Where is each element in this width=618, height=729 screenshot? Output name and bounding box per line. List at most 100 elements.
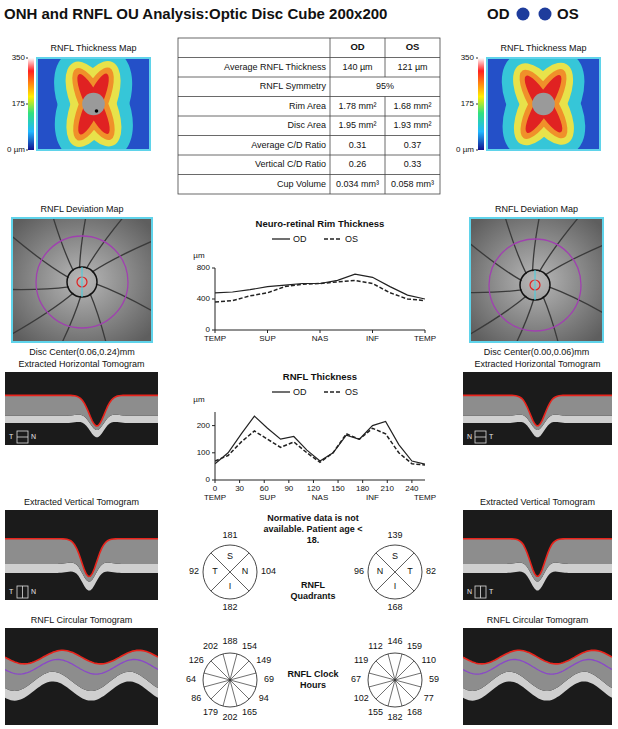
thickness-region xyxy=(73,71,114,138)
sector-letter: N xyxy=(377,566,384,576)
tick-label: 0 xyxy=(213,484,218,493)
panel-title: RNFL Thickness Map xyxy=(500,43,586,53)
orientation-label: N xyxy=(31,433,36,440)
panel-title: Extracted Horizontal Tomogram xyxy=(475,359,601,369)
colorbar-label: 175 xyxy=(12,99,26,108)
tick-label: 100 xyxy=(197,448,211,457)
tick-label: TEMP xyxy=(204,334,226,343)
ilm-line xyxy=(5,539,158,577)
vessel xyxy=(96,284,152,331)
sector-value: 96 xyxy=(354,566,364,576)
y-axis xyxy=(215,412,216,480)
thickness-region xyxy=(512,63,575,145)
x-tick xyxy=(387,480,388,483)
map-frame xyxy=(487,58,600,150)
plot-area xyxy=(215,416,425,465)
clock-value: 86 xyxy=(191,693,201,703)
panel-title: RNFL Circular Tomogram xyxy=(487,615,589,625)
orientation-line xyxy=(480,586,481,598)
region-label: SUP xyxy=(259,493,275,502)
vessel xyxy=(12,218,69,278)
orientation-box xyxy=(475,431,486,443)
colorbar-label: 175 xyxy=(461,99,475,108)
retina-layer xyxy=(5,650,158,691)
column-head: OD xyxy=(350,41,364,52)
thickness-region xyxy=(501,58,586,150)
text-line: Normative data is not xyxy=(267,513,359,523)
ilm-line xyxy=(463,395,612,425)
thickness-image xyxy=(487,58,600,150)
panel-title: RNFL Thickness Map xyxy=(50,43,136,53)
tomogram-background xyxy=(5,628,158,725)
legend-label: OS xyxy=(345,234,358,244)
colorbar-tick xyxy=(26,150,28,151)
text-line: Quadrants xyxy=(290,591,335,601)
vessel xyxy=(12,287,69,290)
clock-value: 188 xyxy=(222,636,237,646)
cell: 0.33 xyxy=(404,159,422,169)
sector-value: 181 xyxy=(222,530,237,540)
table-rule xyxy=(178,174,440,175)
orientation-label: T xyxy=(9,433,14,440)
tick-label: 800 xyxy=(197,263,211,272)
table-rule xyxy=(385,38,386,58)
optic-disc xyxy=(532,93,555,116)
tick-label: 120 xyxy=(307,484,321,493)
vessel xyxy=(470,219,522,281)
sector-value: 82 xyxy=(426,566,436,576)
table-rule xyxy=(178,155,440,156)
tomogram-background xyxy=(5,510,158,600)
sector-value: 104 xyxy=(261,566,276,576)
x-tick xyxy=(239,480,240,483)
tomogram-image xyxy=(5,510,158,600)
note: Normative data is notavailable. Patient … xyxy=(264,513,363,545)
tick-label: 90 xyxy=(284,484,293,493)
sector-value: 182 xyxy=(222,602,237,612)
colorbar-label: 0 µm xyxy=(456,145,474,154)
fundus-background xyxy=(12,218,152,342)
region-label: INF xyxy=(366,493,379,502)
cell: 1.68 mm² xyxy=(393,101,431,111)
legend-swatch xyxy=(272,391,290,392)
scan-line xyxy=(535,270,536,300)
ilm-line xyxy=(463,650,612,664)
series-line xyxy=(215,416,425,464)
vessel xyxy=(470,296,526,342)
orientation-label: N xyxy=(467,588,472,595)
axis-title: µm xyxy=(193,251,205,260)
disc-center: Disc Center(0.00,0.06)mm xyxy=(484,347,590,357)
vessel xyxy=(80,218,97,268)
clock-value: 159 xyxy=(407,641,422,651)
thickness-region xyxy=(511,63,576,144)
region-label: TEMP xyxy=(204,493,226,502)
vessel xyxy=(533,218,550,271)
table-rule xyxy=(178,135,440,136)
sector-letter: T xyxy=(212,566,218,576)
rnfl-boundary xyxy=(463,660,612,675)
text-line: RNFL Clock xyxy=(288,669,340,679)
x-tick xyxy=(425,330,426,333)
text-line: Hours xyxy=(300,680,326,690)
map-frame xyxy=(37,58,150,150)
tick-label: INF xyxy=(366,334,379,343)
sector-letter: T xyxy=(407,566,413,576)
tick-label: NAS xyxy=(312,334,328,343)
clock-divider xyxy=(223,654,237,706)
cell: 95% xyxy=(376,81,394,91)
sector-letter: I xyxy=(229,581,232,591)
x-tick xyxy=(362,480,363,483)
cell: 0.37 xyxy=(404,140,422,150)
table-rule xyxy=(178,77,440,78)
retina-layer xyxy=(463,395,612,430)
orientation-label: T xyxy=(9,588,14,595)
text-line: 18. xyxy=(307,535,320,545)
tick-label: TEMP xyxy=(414,334,436,343)
sector-letter: N xyxy=(242,566,249,576)
orientation-box xyxy=(17,586,28,598)
x-tick xyxy=(320,330,321,333)
x-tick xyxy=(215,330,216,333)
column-head: OS xyxy=(406,41,420,52)
vessel xyxy=(39,296,81,342)
legend-swatch xyxy=(324,391,342,392)
cell: 121 µm xyxy=(397,62,427,72)
